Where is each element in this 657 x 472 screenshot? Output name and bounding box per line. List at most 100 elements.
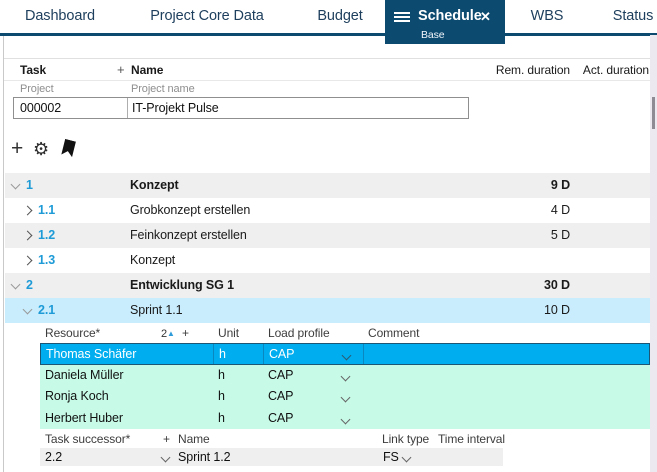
- column-header-rem-duration[interactable]: Rem. duration: [495, 63, 570, 77]
- tab-status[interactable]: Status: [612, 8, 654, 24]
- tab-underline: [0, 33, 657, 36]
- tab-bar: Dashboard Project Core Data Budget WBS S…: [0, 0, 657, 44]
- resource-load-profile[interactable]: CAP: [268, 410, 294, 425]
- column-header-act-duration[interactable]: Act. duration: [582, 63, 649, 77]
- add-resource-icon[interactable]: +: [182, 326, 189, 340]
- task-row-1-2[interactable]: 1.2 Feinkonzept erstellen 5 D: [5, 223, 650, 248]
- successor-name-column-header[interactable]: Name: [178, 432, 210, 446]
- load-profile-column-header[interactable]: Load profile: [268, 326, 330, 340]
- resource-unit: h: [218, 410, 225, 425]
- column-header-task[interactable]: Task: [20, 63, 47, 77]
- add-task-button[interactable]: +: [11, 137, 24, 160]
- chevron-right-icon[interactable]: [22, 230, 33, 241]
- close-icon[interactable]: ✕: [480, 9, 491, 24]
- task-rem-duration: 5 D: [550, 228, 570, 242]
- add-successor-icon[interactable]: +: [163, 432, 170, 446]
- dropdown-chevron-icon[interactable]: [160, 452, 171, 463]
- sort-indicator[interactable]: 2▲: [161, 326, 175, 341]
- tab-schedule-label: Schedule: [418, 8, 482, 24]
- resource-load-profile[interactable]: CAP: [268, 389, 294, 403]
- task-number: 2.1: [38, 303, 56, 317]
- dropdown-chevron-icon[interactable]: [401, 452, 412, 463]
- resource-name: Herbert Huber: [45, 410, 123, 425]
- content-top-divider: [4, 58, 650, 59]
- tab-dashboard[interactable]: Dashboard: [24, 8, 96, 24]
- link-type-column-header[interactable]: Link type: [382, 432, 430, 446]
- bookmark-icon[interactable]: [60, 138, 77, 159]
- resource-name: Daniela Müller: [45, 367, 124, 382]
- project-name-field[interactable]: IT-Projekt Pulse: [132, 101, 219, 115]
- chevron-down-icon[interactable]: [22, 304, 33, 315]
- resource-row-selected[interactable]: Thomas Schäfer h CAP: [40, 343, 650, 365]
- resource-row[interactable]: Ronja Koch h CAP: [40, 386, 650, 408]
- comment-column-header[interactable]: Comment: [368, 326, 420, 340]
- task-number: 1.2: [38, 228, 56, 242]
- gear-icon[interactable]: ⚙: [33, 139, 50, 159]
- tab-schedule-active[interactable]: Schedule ✕ Base: [385, 0, 505, 44]
- add-column-icon[interactable]: +: [117, 62, 125, 77]
- task-name: Sprint 1.1: [130, 303, 183, 317]
- hamburger-icon[interactable]: [394, 12, 410, 24]
- task-number: 1.1: [38, 203, 56, 217]
- cell-separator: [363, 344, 364, 364]
- resource-column-header[interactable]: Resource*: [45, 326, 101, 340]
- task-successor-column-header[interactable]: Task successor*: [45, 432, 131, 446]
- dropdown-chevron-icon[interactable]: [340, 371, 351, 381]
- tab-budget[interactable]: Budget: [317, 8, 363, 24]
- task-rem-duration: 4 D: [550, 203, 570, 217]
- input-divider: [127, 98, 128, 118]
- project-id-label: Project: [20, 83, 54, 95]
- task-number: 1: [26, 178, 33, 192]
- scrollbar-thumb[interactable]: [652, 97, 655, 129]
- resource-row[interactable]: Herbert Huber h CAP: [40, 407, 650, 429]
- resource-name: Thomas Schäfer: [46, 347, 137, 361]
- column-header-name[interactable]: Name: [131, 63, 164, 77]
- project-input-box: 000002 IT-Projekt Pulse: [13, 97, 469, 119]
- task-row-1-1[interactable]: 1.1 Grobkonzept erstellen 4 D: [5, 198, 650, 223]
- task-row-2-1-selected[interactable]: 2.1 Sprint 1.1 10 D: [5, 298, 650, 323]
- successor-link-type[interactable]: FS: [383, 450, 399, 464]
- task-name: Feinkonzept erstellen: [130, 228, 247, 242]
- tab-schedule-sublabel: Base: [421, 29, 445, 41]
- task-row-2[interactable]: 2 Entwicklung SG 1 30 D: [5, 273, 650, 298]
- time-interval-column-header[interactable]: Time interval: [438, 432, 505, 446]
- resource-unit: h: [218, 367, 225, 382]
- chevron-down-icon[interactable]: [10, 179, 21, 190]
- task-rem-duration: [480, 248, 570, 273]
- tab-project-core-data[interactable]: Project Core Data: [150, 8, 264, 24]
- dropdown-chevron-icon[interactable]: [340, 414, 351, 424]
- sort-order: 2: [161, 328, 168, 340]
- tab-wbs[interactable]: WBS: [530, 8, 564, 24]
- cell-separator: [263, 344, 264, 364]
- task-row-1[interactable]: 1 Konzept 9 D: [5, 173, 650, 198]
- panel-left-border: [3, 36, 4, 472]
- dropdown-chevron-icon[interactable]: [340, 392, 351, 403]
- chevron-down-icon[interactable]: [10, 279, 21, 290]
- resource-load-profile[interactable]: CAP: [269, 347, 295, 361]
- chevron-right-icon[interactable]: [22, 255, 33, 266]
- task-number: 2: [26, 278, 33, 292]
- task-rem-duration: 30 D: [543, 278, 570, 292]
- resource-name: Ronja Koch: [45, 389, 109, 403]
- sort-asc-icon: ▲: [167, 329, 175, 338]
- resource-unit: h: [218, 389, 225, 403]
- resource-row[interactable]: Daniela Müller h CAP: [40, 364, 650, 386]
- task-row-1-3[interactable]: 1.3 Konzept: [5, 248, 650, 273]
- cell-separator: [213, 344, 214, 364]
- task-rem-duration: 10 D: [543, 303, 570, 317]
- vertical-scrollbar[interactable]: [650, 35, 657, 472]
- task-name: Grobkonzept erstellen: [130, 203, 251, 217]
- project-id-field[interactable]: 000002: [20, 101, 62, 115]
- dropdown-chevron-icon[interactable]: [341, 350, 352, 361]
- unit-column-header[interactable]: Unit: [218, 326, 239, 340]
- header-divider: [4, 80, 650, 81]
- task-name: Konzept: [130, 178, 179, 192]
- resource-unit: h: [219, 347, 226, 361]
- project-name-label: Project name: [131, 83, 195, 95]
- successor-number[interactable]: 2.2: [45, 450, 63, 464]
- chevron-right-icon[interactable]: [22, 205, 33, 216]
- task-name: Entwicklung SG 1: [130, 278, 234, 292]
- resource-load-profile[interactable]: CAP: [268, 367, 294, 382]
- successor-row[interactable]: 2.2 Sprint 1.2 FS: [40, 448, 503, 466]
